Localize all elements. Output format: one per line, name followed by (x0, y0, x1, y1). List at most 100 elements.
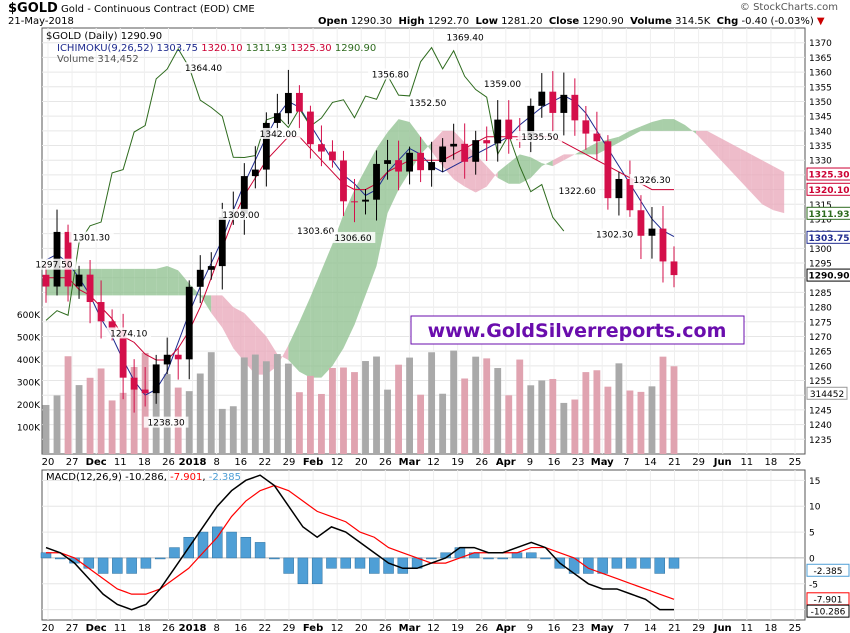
candle-body (538, 91, 546, 106)
cloud-segment (310, 270, 322, 378)
histogram-bar (311, 557, 323, 585)
annotation-bg (143, 416, 189, 428)
kijun-line (46, 136, 674, 361)
macd-x-tick-label: 14 (644, 623, 657, 633)
macd-tag: -2.385 (813, 567, 842, 577)
cloud-segment (145, 268, 157, 296)
cloud-segment (332, 214, 344, 366)
volume-bar (318, 393, 325, 454)
histogram-bar (40, 552, 52, 559)
macd-tag-box (806, 563, 850, 577)
x-axis: 20 27 Dec 11 18 26 2018 8 16 22 29 Feb 12 20 26 Mar 12 19… (42, 457, 802, 468)
price-annotations: 1297.50 1301.30 1274.10 1238.30 1364.40 1309.… (31, 31, 675, 429)
price-tick-label: 1255 (809, 377, 832, 387)
x-tick-label: Dec (86, 457, 107, 468)
macd-x-tick-label: 23 (572, 623, 585, 633)
histogram-bar (55, 557, 66, 560)
description: Gold - Continuous Contract (EOD) (61, 4, 230, 15)
macd-tick-label: 0 (809, 554, 815, 564)
x-tick-label: 12 (331, 457, 344, 468)
macd-x-tick-label: 16 (234, 623, 247, 633)
volume-scale-label: 400K (17, 356, 41, 366)
x-tick-label: 26 (379, 457, 392, 468)
price-annotation: 1335.50 (521, 133, 558, 143)
cloud-segment (696, 130, 708, 146)
annotation-bg (629, 174, 675, 186)
candle-body (450, 143, 458, 147)
volume-bar (593, 370, 601, 454)
price-annotation: 1274.10 (110, 329, 147, 339)
price-tick-label: 1260 (809, 362, 832, 372)
candle-body (207, 266, 215, 270)
x-tick-label: Mar (399, 457, 421, 468)
annotation-bg (442, 31, 488, 43)
histogram-bar (154, 557, 166, 560)
volume-bar (450, 350, 458, 454)
histogram-bar (483, 557, 494, 560)
value-tag: 1290.90 (809, 272, 850, 282)
signal-line (46, 484, 675, 600)
macd-x-tick-label: Dec (86, 623, 107, 633)
histogram-bar (397, 557, 409, 574)
volume-bar (119, 392, 127, 454)
cloud-segment (541, 160, 553, 167)
cloud-segment (222, 295, 234, 349)
cloud-segment (729, 142, 741, 181)
price-annotation: 1326.30 (633, 176, 670, 186)
volume-bar (240, 357, 248, 454)
volume-bar (75, 385, 83, 454)
volume-bar (53, 395, 61, 454)
high-value: 1292.70 (427, 16, 470, 27)
volume-bar (262, 361, 270, 454)
candle-body (97, 302, 105, 322)
candle-body (284, 92, 292, 114)
candle-body (472, 140, 480, 162)
macd-x-tick-label: 21 (668, 623, 681, 633)
price-tick-label: 1240 (809, 421, 832, 431)
macd-x-tick-label: Jun (713, 623, 732, 633)
histogram-bar (497, 557, 508, 560)
volume-legend: Volume 314,452 (57, 54, 139, 65)
x-tick-label: 20 (42, 457, 55, 468)
chikou-line (45, 46, 565, 321)
macd-x-tick-label: Apr (496, 623, 516, 633)
macd-x-tick-label: 20 (355, 623, 368, 633)
candle-body (86, 274, 94, 303)
macd-legend: MACD(12,26,9) -10.286, -7.901, -2.385 (46, 472, 241, 483)
price-tick-label: 1275 (809, 318, 832, 328)
candle-body (571, 94, 579, 121)
macd-line (45, 474, 674, 611)
cloud-segment (156, 265, 168, 296)
candle-body (560, 94, 568, 113)
price-legend: $GOLD (Daily) 1290.90 (46, 31, 162, 42)
candle-body (670, 261, 678, 276)
exchange: CME (232, 4, 255, 15)
price-tick-label: 1245 (809, 406, 832, 416)
x-tick-label: Jun (713, 457, 732, 468)
histogram-bar (283, 557, 294, 574)
cloud-segment (497, 163, 509, 184)
histogram-bar (240, 536, 252, 559)
volume-bar (218, 408, 226, 454)
price-annotation: 1352.50 (409, 99, 446, 109)
volume-bar (185, 391, 193, 454)
candle-body (251, 169, 259, 177)
x-tick-label: 20 (355, 457, 368, 468)
macd-x-tick-label: Feb (303, 623, 323, 633)
volume-value: 314.5K (675, 16, 711, 27)
volume-bar (516, 359, 524, 454)
volume-bar (229, 406, 237, 454)
candle-body (428, 162, 436, 171)
volume-bar (461, 378, 469, 454)
histogram-bar (340, 557, 351, 569)
symbol: $GOLD (8, 1, 58, 16)
candle-body (295, 92, 303, 112)
annotation-bg (106, 327, 152, 339)
volume-scale-label: 300K (17, 379, 41, 389)
macd-x-tick-label: 11 (114, 623, 127, 633)
ichimoku-lines (45, 46, 675, 396)
volume-bar (582, 372, 590, 454)
cloud-segment (123, 268, 135, 296)
candle-body (196, 269, 204, 287)
candle-body (527, 105, 535, 141)
